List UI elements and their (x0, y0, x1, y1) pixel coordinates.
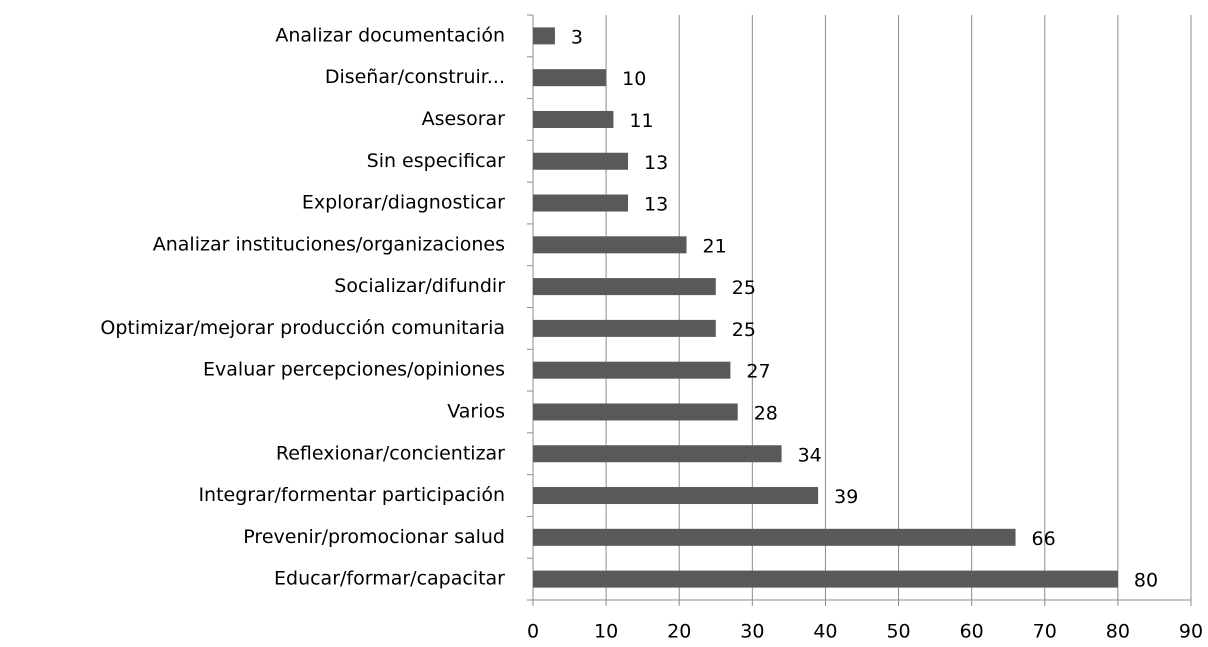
data-label: 13 (644, 194, 668, 216)
x-tick-label: 70 (1033, 621, 1057, 643)
y-tick-label: Analizar documentación (275, 24, 505, 46)
bar (533, 319, 716, 337)
data-label: 25 (732, 277, 756, 299)
data-label: 34 (798, 444, 822, 466)
x-tick-label: 80 (1106, 621, 1130, 643)
data-label: 39 (834, 486, 858, 508)
y-tick-label: Optimizar/mejorar producción comunitaria (100, 317, 505, 339)
bar (533, 27, 555, 45)
y-tick-label: Varios (447, 400, 505, 422)
x-tick-label: 30 (740, 621, 764, 643)
bar (533, 403, 738, 421)
data-label: 66 (1032, 528, 1056, 550)
y-tick-label: Sin especificar (367, 150, 506, 172)
data-label: 80 (1134, 570, 1158, 592)
bar (533, 570, 1118, 588)
x-tick-label: 50 (886, 621, 910, 643)
y-tick-label: Explorar/diagnosticar (302, 192, 505, 214)
data-label: 3 (571, 26, 583, 48)
y-tick-label: Socializar/difundir (334, 275, 505, 297)
y-tick-label: Reflexionar/concientizar (276, 442, 505, 464)
y-tick-label: Diseñar/construir... (325, 66, 505, 88)
data-label: 13 (644, 152, 668, 174)
x-tick-label: 10 (594, 621, 618, 643)
data-label: 21 (703, 235, 727, 257)
bar (533, 487, 819, 505)
x-tick-label: 0 (527, 621, 539, 643)
data-label: 11 (629, 110, 653, 132)
x-tick-label: 60 (960, 621, 984, 643)
bar (533, 278, 716, 296)
bar (533, 528, 1016, 546)
bar (533, 236, 687, 254)
y-tick-label: Educar/formar/capacitar (274, 568, 505, 590)
x-tick-label: 90 (1179, 621, 1203, 643)
y-tick-label: Prevenir/promocionar salud (243, 526, 505, 548)
bar (533, 445, 782, 463)
y-tick-label: Analizar instituciones/organizaciones (153, 233, 505, 255)
y-tick-label: Evaluar percepciones/opiniones (203, 359, 505, 381)
bar (533, 152, 629, 170)
data-label: 28 (754, 402, 778, 424)
data-label: 27 (746, 361, 770, 383)
bar (533, 194, 629, 212)
y-tick-label: Asesorar (422, 108, 506, 130)
y-tick-label: Integrar/formentar participación (198, 484, 505, 506)
bar (533, 361, 731, 379)
data-label: 25 (732, 319, 756, 341)
x-tick-label: 40 (813, 621, 837, 643)
data-label: 10 (622, 68, 646, 90)
bar (533, 110, 614, 128)
bar (533, 69, 607, 87)
x-tick-label: 20 (667, 621, 691, 643)
